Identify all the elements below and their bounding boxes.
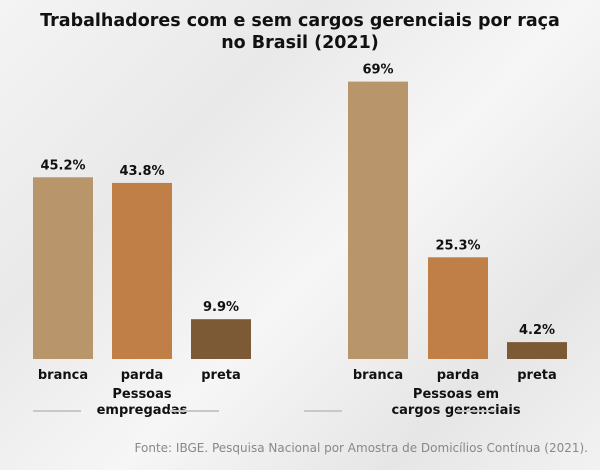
bar-branca <box>348 81 408 360</box>
title-line-1: Trabalhadores com e sem cargos gerenciai… <box>40 11 560 31</box>
category-label: branca <box>353 368 403 383</box>
source-note: Fonte: IBGE. Pesquisa Nacional por Amost… <box>134 441 588 455</box>
group-rule-left <box>304 410 342 412</box>
category-label: parda <box>121 368 164 383</box>
category-label: branca <box>38 368 88 383</box>
data-label: 9.9% <box>203 300 239 315</box>
bar-branca <box>33 177 93 359</box>
group-label-empregadas: Pessoas empregadas <box>62 387 222 419</box>
group-label-line: Pessoas em <box>412 387 500 402</box>
data-label: 43.8% <box>119 164 164 179</box>
data-label: 69% <box>362 63 393 78</box>
title-line-2: no Brasil (2021) <box>221 33 379 53</box>
bar-parda <box>112 182 172 359</box>
group-rule-right <box>169 410 219 412</box>
category-label: parda <box>437 368 480 383</box>
bar-preta <box>191 319 251 359</box>
chart-title: Trabalhadores com e sem cargos gerenciai… <box>0 10 600 54</box>
data-label: 45.2% <box>40 158 85 173</box>
group-label-line: Pessoas <box>112 387 172 402</box>
group-rule-left <box>33 410 81 412</box>
data-label: 4.2% <box>519 323 555 338</box>
bar-parda <box>428 257 488 359</box>
data-label: 25.3% <box>435 238 480 253</box>
bar-preta <box>507 342 567 359</box>
group-label-line: empregadas <box>96 403 188 418</box>
group-rule-right <box>456 410 496 412</box>
group-label-gerenciais: Pessoas em cargos gerenciais <box>376 387 536 419</box>
category-label: preta <box>201 368 241 383</box>
category-label: preta <box>517 368 557 383</box>
